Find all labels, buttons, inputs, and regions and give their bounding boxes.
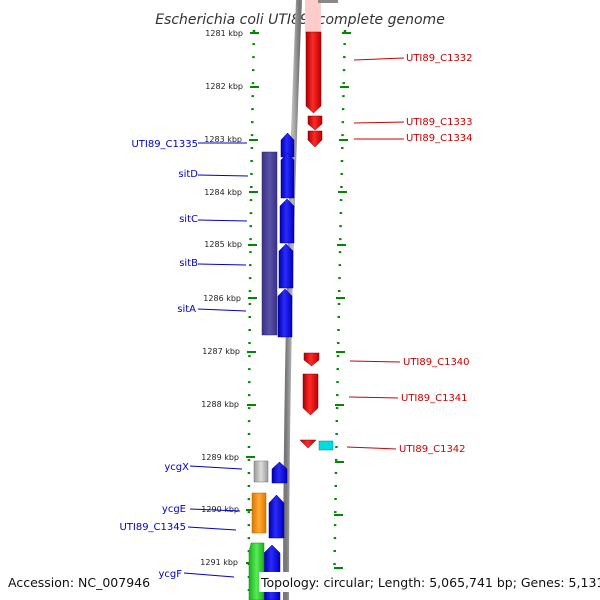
gene-ycgx-forward[interactable] (271, 461, 288, 484)
gene-label[interactable]: sitA (177, 304, 196, 315)
tick-label: 1287 kbp (202, 347, 240, 356)
cyan-feature[interactable] (318, 440, 334, 451)
top-faint-feature (305, 0, 321, 34)
top-gray-mark (318, 0, 338, 3)
gene-label[interactable]: UTI89_C1342 (399, 444, 466, 455)
tick-labels: 1281 kbp 1282 kbp 1283 kbp 1284 kbp 1285… (200, 29, 243, 567)
gene-ycge-forward[interactable] (268, 494, 285, 539)
left-gene-labels: UTI89_C1335 sitD sitC sitB sitA ycgX ycg… (119, 139, 249, 580)
tick-label: 1291 kbp (200, 558, 238, 567)
gene-label[interactable]: UTI89_C1333 (406, 117, 473, 128)
gene-label[interactable]: UTI89_C1345 (119, 522, 186, 533)
left-tick-ruler (247, 29, 256, 600)
tick-label: 1290 kbp (201, 505, 239, 514)
gray-feature-ycgx[interactable] (253, 460, 269, 483)
right-gene-labels: UTI89_C1332 UTI89_C1333 UTI89_C1334 UTI8… (346, 53, 473, 455)
right-tick-ruler (332, 29, 347, 600)
gene-label[interactable]: sitB (179, 258, 198, 269)
gene-label[interactable]: UTI89_C1340 (403, 357, 470, 368)
gene-label[interactable]: UTI89_C1334 (406, 133, 473, 144)
orange-feature-ycge[interactable] (251, 492, 267, 534)
tick-label: 1285 kbp (204, 240, 242, 249)
gene-sita[interactable] (277, 288, 293, 338)
gene-label[interactable]: sitD (178, 169, 198, 180)
gene-sitb[interactable] (278, 243, 294, 289)
gene-label[interactable]: UTI89_C1332 (406, 53, 473, 64)
gene-label[interactable]: UTI89_C1341 (401, 393, 468, 404)
tick-label: 1284 kbp (204, 188, 242, 197)
gene-label[interactable]: ycgX (164, 462, 189, 473)
footer-accession: Accession: NC_007946 (8, 575, 150, 590)
footer-topology-bg (259, 572, 597, 592)
gene-utii89-c1335[interactable] (280, 132, 295, 158)
tick-label: 1282 kbp (205, 82, 243, 91)
sit-operon-band (261, 151, 278, 336)
gene-label[interactable]: ycgF (158, 569, 182, 580)
tick-label: 1286 kbp (203, 294, 241, 303)
gene-utii89-c1333[interactable] (307, 115, 323, 131)
tick-label: 1289 kbp (201, 453, 239, 462)
gene-utii89-c1332[interactable] (305, 31, 322, 114)
tick-label: 1288 kbp (201, 400, 239, 409)
tick-label: 1281 kbp (205, 29, 243, 38)
gene-sitc[interactable] (279, 198, 295, 244)
gene-utii89-c1342[interactable] (299, 439, 317, 449)
gene-utii89-c1341[interactable] (302, 373, 319, 416)
tick-label: 1283 kbp (204, 135, 242, 144)
gene-label[interactable]: UTI89_C1335 (131, 139, 198, 150)
footer-topology: Topology: circular; Length: 5,065,741 bp… (260, 575, 600, 590)
gene-utii89-c1334[interactable] (307, 130, 323, 148)
gene-label[interactable]: ycgE (162, 504, 186, 515)
gene-utii89-c1340[interactable] (303, 352, 320, 367)
gene-sitd[interactable] (280, 152, 295, 199)
gene-label[interactable]: sitC (179, 214, 198, 225)
footer-accession-bg (4, 572, 154, 592)
reverse-genes (299, 31, 323, 449)
